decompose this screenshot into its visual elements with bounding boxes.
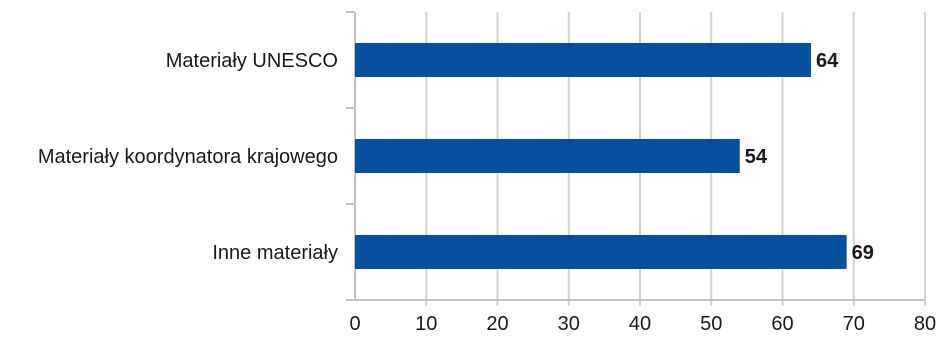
x-tick-label: 20	[486, 313, 508, 335]
bar	[355, 43, 811, 77]
category-label: Inne materiały	[212, 242, 338, 264]
x-tick-label: 10	[415, 313, 437, 335]
x-tick-label: 40	[629, 313, 651, 335]
labels: 0 10 20 30 40 50 60 70 80 64 Materiały UNESCO 54 Mat…	[38, 50, 936, 335]
bar	[355, 235, 847, 269]
data-label: 54	[745, 146, 768, 168]
x-tick-label: 60	[771, 313, 793, 335]
x-tick-label: 0	[349, 313, 360, 335]
x-tick-label: 50	[700, 313, 722, 335]
x-tick-label: 70	[843, 313, 865, 335]
category-label: Materiały koordynatora krajowego	[38, 146, 338, 168]
x-tick-label: 30	[558, 313, 580, 335]
bar	[355, 139, 740, 173]
data-label: 64	[816, 50, 839, 72]
category-label: Materiały UNESCO	[166, 50, 338, 72]
bars	[355, 43, 847, 269]
data-label: 69	[852, 242, 874, 264]
x-tick-label: 80	[914, 313, 936, 335]
